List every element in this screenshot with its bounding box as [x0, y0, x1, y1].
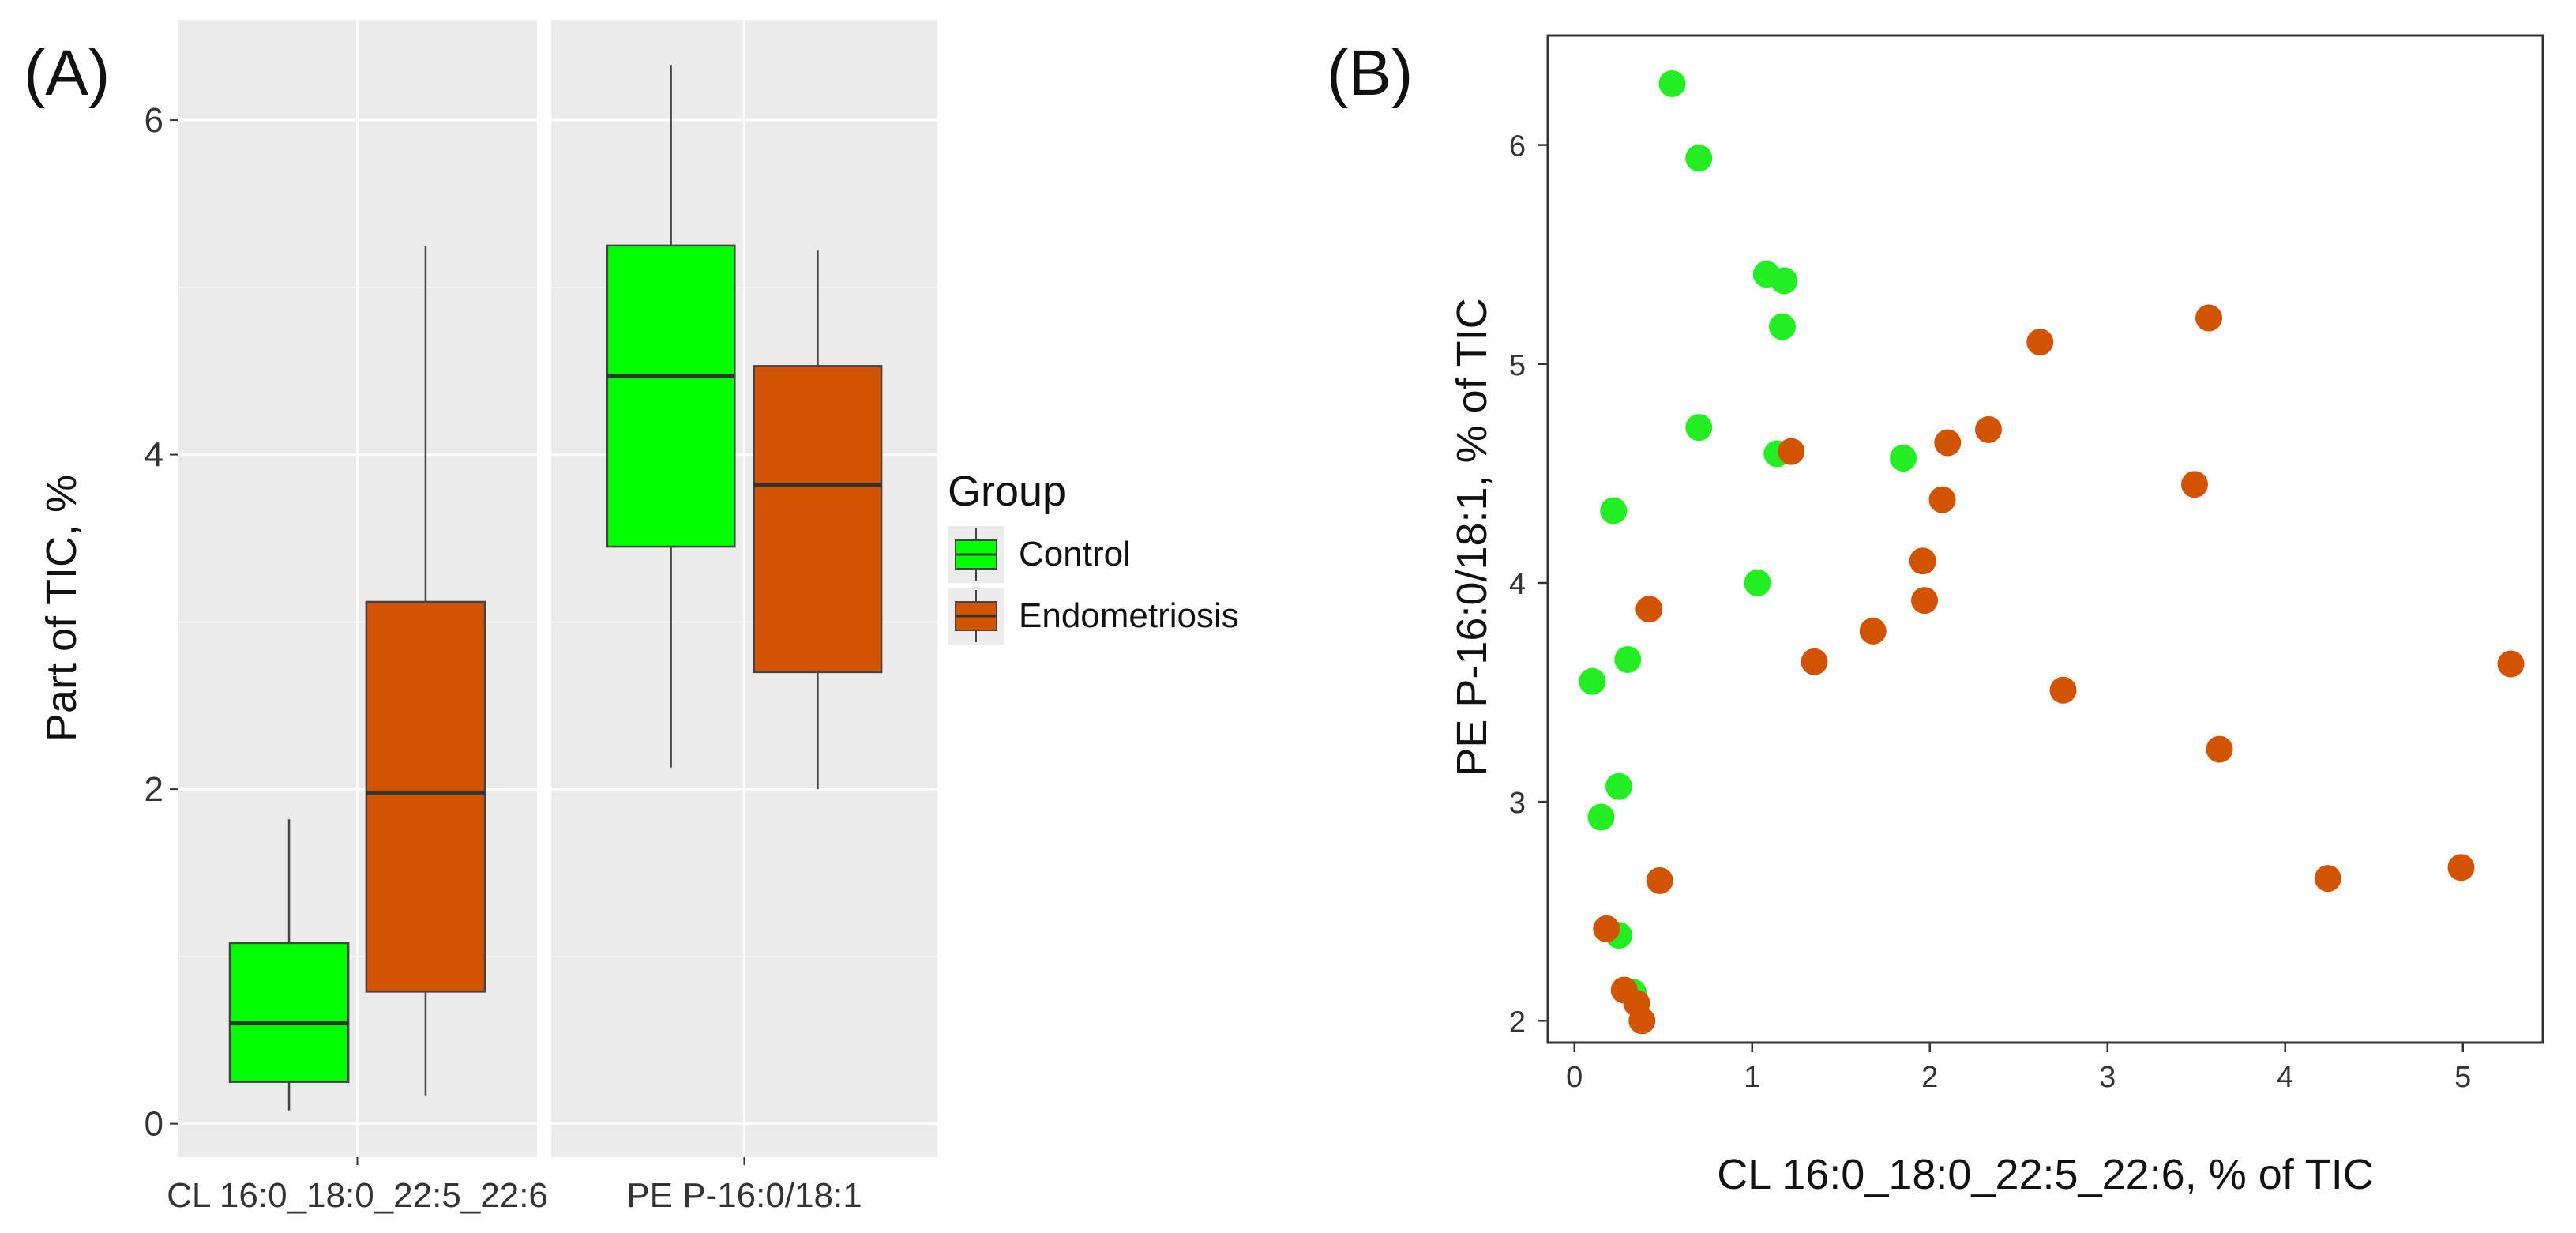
scatter-point-control	[1685, 145, 1713, 172]
boxplot-facets	[178, 20, 937, 1157]
y-tick-label: 2	[145, 770, 163, 809]
scatter-point-endometriosis	[1801, 648, 1828, 675]
box-iqr	[365, 600, 486, 993]
facet-label-1: CL 16:0_18:0_22:5_22:6	[167, 1176, 548, 1215]
scatter-panel: 0 1 2 3 4 5 2 3 4 5 6 CL 16:0_18:0_22:5_22:6, % of…	[1448, 34, 2544, 1198]
scatter-point-control	[1600, 497, 1628, 524]
y-tick-label: 3	[1509, 787, 1526, 820]
x-tick-label: 4	[2277, 1061, 2293, 1094]
facet-panel-2	[551, 20, 937, 1157]
scatter-points	[1579, 70, 2525, 1035]
scatter-point-endometriosis	[2206, 735, 2233, 763]
scatter-point-endometriosis	[2195, 304, 2222, 332]
scatter-point-endometriosis	[2049, 676, 2077, 704]
box-endometriosis-2	[753, 250, 883, 790]
scatter-point-endometriosis	[1909, 547, 1936, 575]
box-control-2	[606, 65, 736, 768]
scatter-point-control	[1685, 414, 1713, 442]
scatter-point-endometriosis	[2026, 329, 2054, 356]
scatter-point-control	[1605, 773, 1632, 800]
scatter-point-endometriosis	[1934, 429, 1962, 457]
panel-a-label: (A)	[24, 37, 110, 109]
scatter-point-control	[1658, 70, 1686, 97]
panel-b-label: (B)	[1327, 37, 1413, 109]
x-tick-label: 3	[2099, 1061, 2116, 1094]
scatter-point-endometriosis	[1593, 915, 1620, 942]
scatter-x-axis-title: CL 16:0_18:0_22:5_22:6, % of TIC	[1717, 1151, 2374, 1198]
boxplot-y-axis-title: Part of TIC, %	[38, 475, 85, 742]
scatter-ticks: 0 1 2 3 4 5 2 3 4 5 6	[1509, 130, 2471, 1094]
scatter-point-control	[1771, 267, 1798, 295]
x-tick-label: 1	[1744, 1061, 1760, 1094]
y-tick-label: 2	[1509, 1006, 1526, 1039]
x-tick-label: 2	[1921, 1061, 1938, 1094]
series-endometriosis	[1593, 304, 2525, 1035]
scatter-point-endometriosis	[1975, 415, 2002, 443]
series-control	[1579, 70, 1917, 1006]
boxplot-facet-labels: CL 16:0_18:0_22:5_22:6 PE P-16:0/18:1	[167, 1157, 862, 1215]
scatter-point-endometriosis	[1628, 1007, 1656, 1035]
legend-title: Group	[948, 468, 1066, 515]
scatter-point-endometriosis	[2497, 650, 2525, 678]
scatter-plot-frame	[1546, 34, 2544, 1044]
scatter-y-axis-title: PE P-16:0/18:1, % of TIC	[1448, 298, 1496, 776]
scatter-point-endometriosis	[1911, 587, 1938, 615]
box-iqr	[228, 942, 350, 1083]
box-iqr	[606, 244, 736, 548]
legend-label: Control	[1019, 535, 1131, 573]
scatter-point-endometriosis	[1778, 438, 1805, 465]
scatter-point-control	[1587, 803, 1615, 831]
box-iqr	[753, 365, 883, 674]
scatter-point-endometriosis	[2447, 854, 2475, 882]
facet-label-2: PE P-16:0/18:1	[626, 1176, 862, 1215]
y-tick-label: 6	[145, 101, 163, 140]
scatter-point-endometriosis	[1859, 617, 1887, 645]
box-endometriosis-1	[365, 245, 486, 1096]
scatter-point-control	[1614, 645, 1642, 673]
y-tick-label: 5	[1509, 349, 1526, 382]
scatter-point-control	[1769, 313, 1796, 340]
scatter-point-endometriosis	[2181, 471, 2208, 498]
scatter-point-control	[1890, 444, 1917, 472]
x-tick-label: 5	[2454, 1061, 2471, 1094]
y-tick-label: 4	[145, 436, 163, 475]
scatter-point-endometriosis	[1635, 596, 1663, 623]
y-tick-label: 4	[1509, 568, 1526, 601]
box-control-1	[228, 819, 350, 1111]
legend-label: Endometriosis	[1019, 596, 1239, 635]
scatter-point-endometriosis	[2314, 865, 2341, 893]
y-tick-label: 0	[145, 1105, 163, 1144]
legend-entry-endometriosis: Endometriosis	[948, 588, 1239, 645]
y-tick-label: 6	[1509, 130, 1526, 164]
facet-panel-1	[178, 20, 537, 1157]
scatter-point-endometriosis	[1646, 866, 1673, 894]
x-tick-label: 0	[1566, 1061, 1583, 1094]
boxplot-panel: 0 2 4 6 CL 16:0_18:0_22:5_22:6 PE P-16:0/18:…	[38, 20, 1239, 1215]
scatter-point-control	[1579, 667, 1606, 695]
legend-entry-control: Control	[948, 526, 1131, 583]
boxplot-legend: Group Control Endometriosis	[948, 468, 1239, 645]
scatter-point-endometriosis	[1928, 486, 1956, 513]
scatter-point-control	[1744, 569, 1771, 596]
boxplot-y-ticks: 0 2 4 6	[145, 101, 178, 1144]
